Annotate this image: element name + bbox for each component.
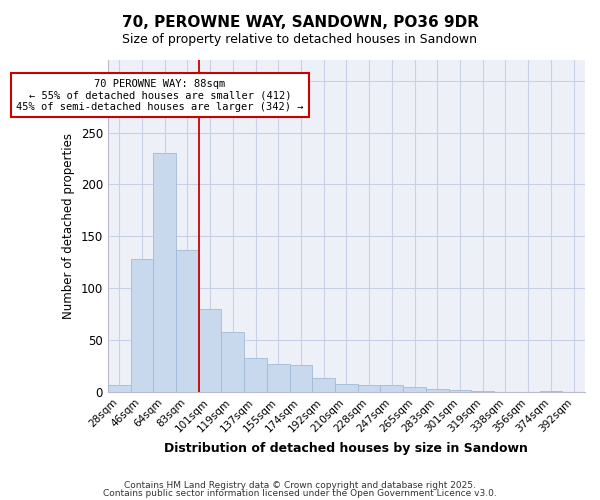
Bar bbox=[403, 387, 426, 392]
Bar bbox=[335, 384, 358, 392]
Bar bbox=[108, 384, 131, 392]
Bar bbox=[472, 391, 494, 392]
Bar bbox=[221, 332, 244, 392]
Bar bbox=[426, 389, 449, 392]
Bar bbox=[199, 309, 221, 392]
Bar bbox=[267, 364, 290, 392]
Bar bbox=[244, 358, 267, 392]
Y-axis label: Number of detached properties: Number of detached properties bbox=[62, 133, 75, 319]
Bar bbox=[131, 259, 153, 392]
Bar bbox=[313, 378, 335, 392]
Bar bbox=[539, 391, 562, 392]
Bar bbox=[153, 154, 176, 392]
Bar bbox=[380, 384, 403, 392]
Text: Contains public sector information licensed under the Open Government Licence v3: Contains public sector information licen… bbox=[103, 489, 497, 498]
Bar bbox=[290, 365, 313, 392]
Bar bbox=[449, 390, 472, 392]
Text: Size of property relative to detached houses in Sandown: Size of property relative to detached ho… bbox=[122, 32, 478, 46]
X-axis label: Distribution of detached houses by size in Sandown: Distribution of detached houses by size … bbox=[164, 442, 529, 455]
Text: 70 PEROWNE WAY: 88sqm
← 55% of detached houses are smaller (412)
45% of semi-det: 70 PEROWNE WAY: 88sqm ← 55% of detached … bbox=[16, 78, 304, 112]
Bar bbox=[176, 250, 199, 392]
Bar bbox=[358, 384, 380, 392]
Text: 70, PEROWNE WAY, SANDOWN, PO36 9DR: 70, PEROWNE WAY, SANDOWN, PO36 9DR bbox=[121, 15, 479, 30]
Text: Contains HM Land Registry data © Crown copyright and database right 2025.: Contains HM Land Registry data © Crown c… bbox=[124, 480, 476, 490]
